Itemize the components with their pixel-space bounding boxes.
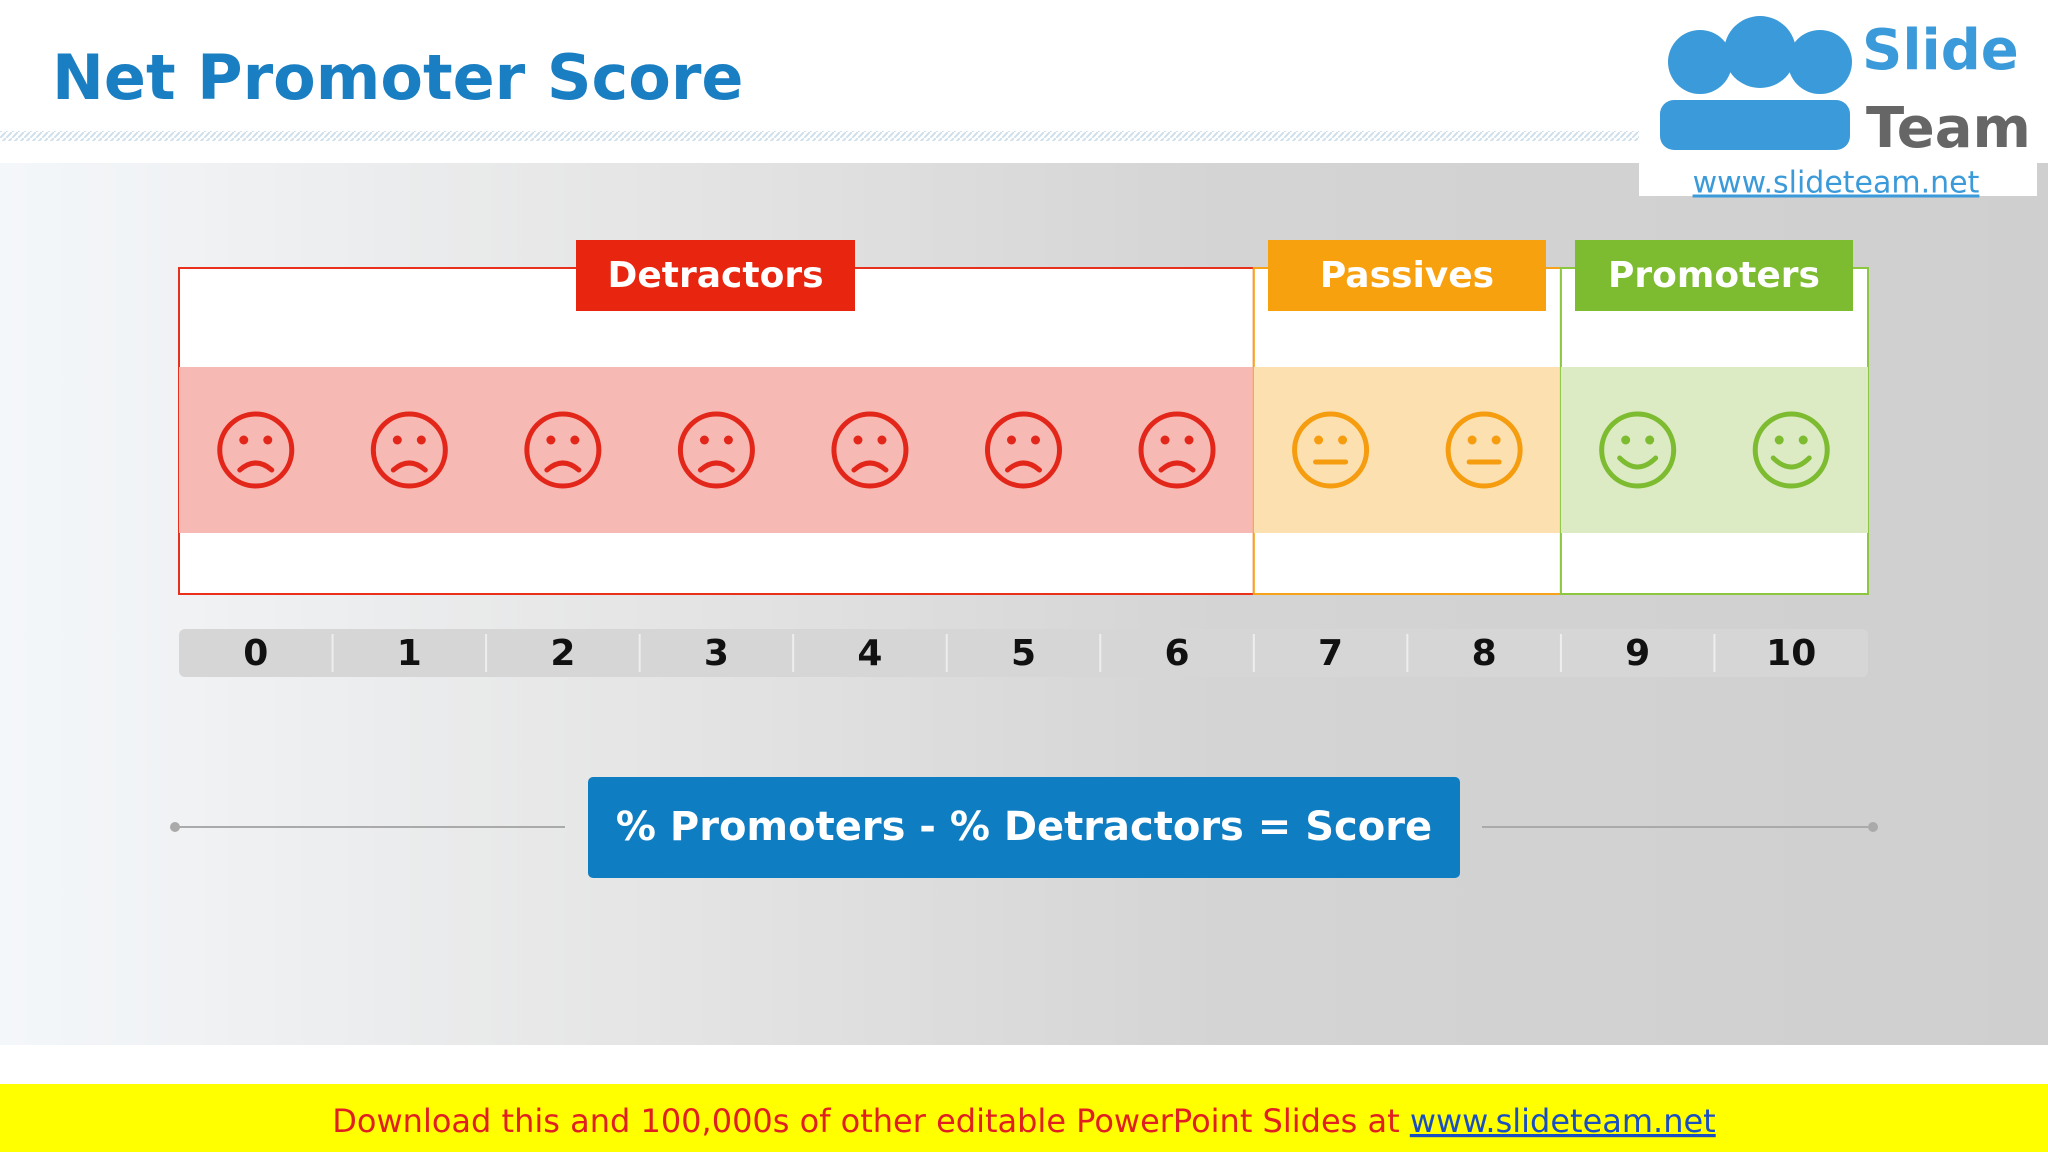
footer-bar	[0, 1084, 2048, 1152]
scale-number: 7	[1318, 633, 1343, 674]
face	[831, 411, 909, 489]
face-eye	[1798, 435, 1808, 445]
connector-dot	[1868, 822, 1878, 832]
scale-number: 5	[1011, 633, 1036, 674]
logo-icon	[1788, 30, 1852, 94]
logo-icon	[1724, 16, 1796, 88]
face-eye	[1184, 435, 1194, 445]
face	[1752, 411, 1830, 489]
logo-icon	[1668, 30, 1732, 94]
footer-text: Download this and 100,000s of other edit…	[332, 1102, 1410, 1140]
face-mouth	[237, 460, 275, 473]
face	[524, 411, 602, 489]
group-header	[1575, 240, 1853, 311]
face	[1292, 411, 1370, 489]
face-eye	[570, 435, 580, 445]
scale-number: 1	[397, 633, 422, 674]
face-eye	[263, 435, 273, 445]
face-eye	[1645, 435, 1655, 445]
face-mouth	[1770, 455, 1812, 470]
face	[677, 411, 755, 489]
scale-number: 10	[1766, 633, 1816, 674]
group-label: Passives	[1320, 255, 1494, 296]
logo-url[interactable]: www.slideteam.net	[1693, 166, 1980, 201]
face-mouth	[851, 460, 889, 473]
scale-number: 0	[243, 633, 268, 674]
logo-text: Slide	[1862, 18, 2019, 83]
face	[1599, 411, 1677, 489]
face-mouth	[697, 460, 735, 473]
scale-number: 8	[1472, 633, 1497, 674]
face-eye	[1621, 435, 1631, 445]
face-eye	[853, 435, 863, 445]
group-label: Detractors	[607, 255, 823, 296]
scale-number: 4	[857, 633, 882, 674]
formula-box	[588, 777, 1460, 878]
scale-number: 9	[1625, 633, 1650, 674]
face-eye	[1774, 435, 1784, 445]
face	[985, 411, 1062, 489]
group-header	[576, 240, 855, 311]
scale-number: 6	[1165, 633, 1190, 674]
scale-bar	[179, 629, 1868, 677]
face-eye	[416, 435, 426, 445]
title: Net Promoter Score	[52, 41, 743, 114]
face	[370, 411, 448, 489]
face-eye	[1007, 435, 1016, 445]
face-eye	[1314, 435, 1324, 445]
face-mouth	[1158, 460, 1196, 473]
divider	[0, 131, 1640, 141]
face-mouth	[544, 460, 582, 473]
connector-dot	[170, 822, 180, 832]
footer-link[interactable]: www.slideteam.net	[1410, 1102, 1716, 1140]
face-eye	[1160, 435, 1170, 445]
group-header	[1268, 240, 1546, 311]
logo: Slide Team www.slideteam.net	[1639, 0, 2037, 201]
group-band	[179, 367, 1254, 533]
face-eye	[877, 435, 887, 445]
face-eye	[392, 435, 402, 445]
footer: Download this and 100,000s of other edit…	[332, 1102, 1715, 1140]
face-eye	[1031, 435, 1040, 445]
group-band	[1560, 367, 1868, 533]
face-eye	[1467, 435, 1477, 445]
face	[1138, 411, 1216, 489]
group-band	[1253, 367, 1561, 533]
face-mouth	[1005, 460, 1042, 473]
scale-number: 2	[550, 633, 575, 674]
scale-number: 3	[704, 633, 729, 674]
face-mouth	[390, 460, 428, 473]
face-eye	[1338, 435, 1348, 445]
face	[217, 411, 295, 489]
face-mouth	[1617, 455, 1659, 470]
group-label: Promoters	[1608, 255, 1820, 296]
face-eye	[239, 435, 249, 445]
face	[1445, 411, 1523, 489]
face-eye	[546, 435, 556, 445]
logo-icon	[1660, 100, 1850, 150]
face-eye	[699, 435, 709, 445]
logo-text: Team	[1866, 96, 2031, 161]
face-eye	[1491, 435, 1501, 445]
face-eye	[723, 435, 733, 445]
formula: % Promoters - % Detractors = Score	[616, 804, 1432, 850]
